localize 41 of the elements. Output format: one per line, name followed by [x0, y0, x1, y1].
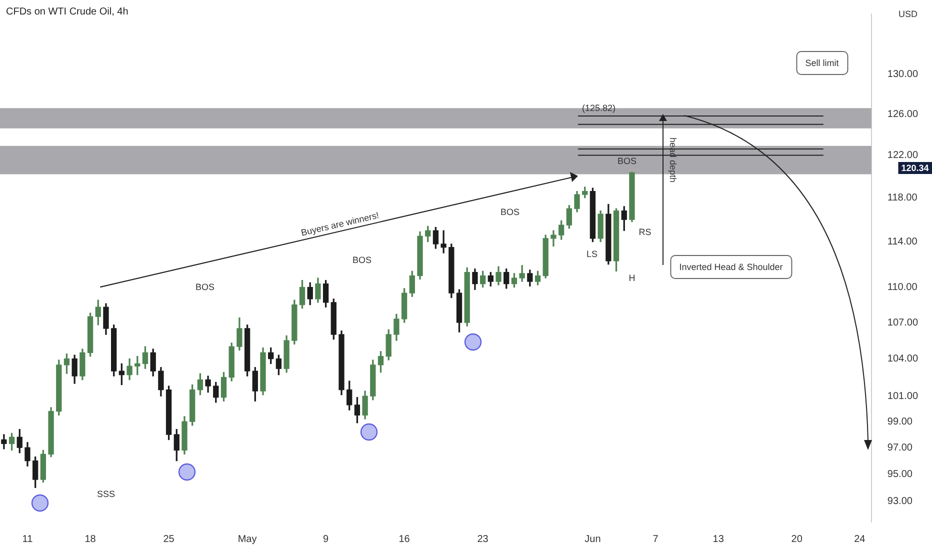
y-tick-label: 122.00 — [887, 150, 918, 162]
text: 120.34 — [898, 162, 932, 174]
x-tick-label: 11 — [22, 534, 34, 545]
annotation: Buyers are winners! — [300, 210, 380, 238]
annotation: BOS — [617, 156, 637, 166]
x-tick-label: 13 — [712, 534, 724, 545]
y-tick-label: 107.00 — [887, 317, 918, 328]
y-tick-label: 101.00 — [887, 390, 918, 402]
y-axis-title: USD — [898, 9, 918, 19]
y-tick-label: 130.00 — [887, 69, 918, 80]
annotation: SSS — [96, 489, 116, 499]
annotation: BOS — [195, 282, 215, 292]
y-tick-label: 114.00 — [887, 236, 918, 248]
annotation: BOS — [352, 255, 372, 265]
y-tick-label: 126.00 — [887, 108, 918, 120]
annotation: Sell limit — [796, 51, 848, 75]
y-tick-label: 104.00 — [887, 354, 918, 365]
x-tick-label: Jun — [584, 534, 601, 545]
x-tick-label: May — [238, 534, 257, 545]
y-tick-label: 99.00 — [887, 416, 913, 428]
y-tick-label: 110.00 — [887, 282, 918, 294]
x-tick-label: 16 — [398, 534, 410, 545]
annotation: BOS — [500, 207, 520, 217]
x-tick-label: 7 — [652, 534, 659, 545]
candlestick — [440, 230, 446, 254]
ref-line-label: (125.82) — [582, 102, 616, 113]
x-tick-label: 25 — [163, 534, 175, 545]
x-tick-label: 23 — [477, 534, 489, 545]
annotation: LS — [586, 249, 598, 259]
y-tick-label: 95.00 — [887, 468, 913, 480]
chart-title: CFDs on WTI Crude Oil, 4h — [6, 6, 128, 18]
annotation: RS — [638, 227, 652, 237]
y-tick-label: 93.00 — [887, 496, 913, 508]
annotation: H — [628, 273, 636, 283]
x-tick-label: 9 — [323, 534, 330, 545]
x-tick-label: 18 — [84, 534, 96, 545]
annotation: Inverted Head & Shoulder — [670, 255, 792, 279]
x-tick-label: 20 — [791, 534, 803, 545]
x-tick-label: 24 — [854, 534, 866, 545]
y-tick-label: 118.00 — [887, 192, 918, 204]
y-tick-label: 97.00 — [887, 442, 913, 454]
